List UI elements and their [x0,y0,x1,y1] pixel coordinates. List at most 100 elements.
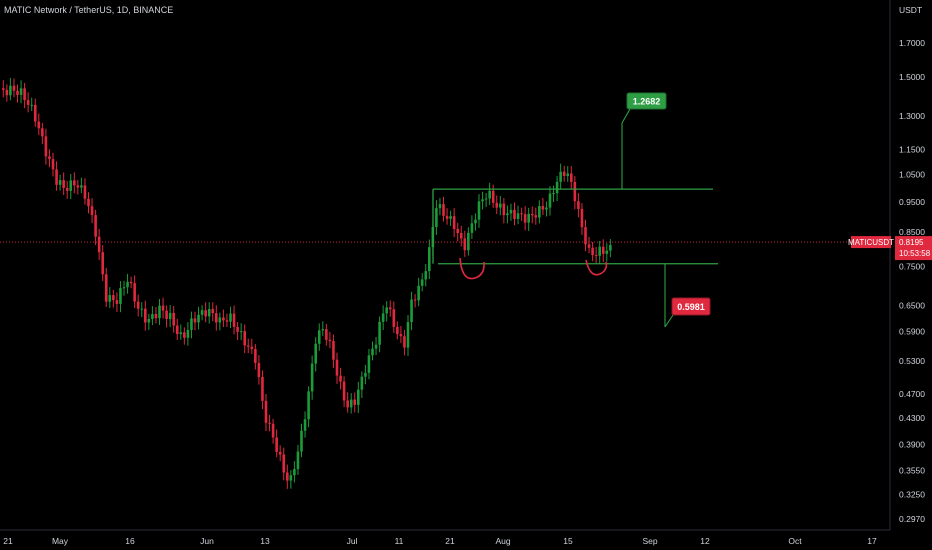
candle-down [403,336,406,348]
target-down-callout [671,297,711,316]
candle-down [51,159,55,170]
candle-down [584,227,587,245]
x-tick-label: Sep [642,536,657,546]
candle-down [530,213,534,216]
candle-down [332,341,335,360]
y-tick-label: 0.5900 [899,327,925,337]
x-tick-label: Oct [788,536,802,546]
target-up-value: 1.2682 [633,97,661,107]
candle-up [385,307,388,314]
target-down-value: 0.5981 [677,302,705,312]
x-tick-label: Jul [347,536,358,546]
candle-down [104,274,108,302]
candle-up [406,322,410,348]
candle-up [509,209,513,214]
candle-up [371,348,374,356]
x-tick-label: 16 [125,536,135,546]
candle-down [523,214,527,223]
candle-down [12,85,16,91]
candle-down [154,313,158,319]
candle-up [307,391,310,420]
last-price-tag [895,236,932,261]
candle-up [239,331,243,333]
candle-down [76,185,80,188]
y-tick-label: 1.1500 [899,145,925,155]
candle-down [225,320,229,322]
candle-up [566,173,570,176]
candle-down [520,213,523,215]
candle-up [559,171,562,182]
candle-down [271,423,275,438]
candle-down [48,156,51,160]
candle-up [126,281,129,288]
chart-title: MATIC Network / TetherUS, 1D, BINANCE [4,5,174,15]
candle-down [83,185,87,199]
candle-up [481,199,484,202]
candle-down [591,247,594,256]
candle-down [452,216,456,229]
candle-down [463,238,467,251]
candle-up [314,343,317,364]
candle-down [573,181,577,202]
bottom-arc-left [459,257,485,280]
candle-up [506,213,509,216]
candle-up [200,310,204,315]
candle-down [144,308,147,323]
y-tick-label: 0.9500 [899,197,925,207]
candle-up [516,213,520,220]
candle-down [165,310,168,320]
candle-down [459,233,463,239]
candle-up [108,295,112,302]
candle-up [499,203,502,208]
candle-up [488,190,491,199]
candle-down [243,331,246,346]
x-tick-label: Aug [495,536,510,546]
candle-up [467,232,470,251]
y-tick-label: 0.4300 [899,413,925,423]
y-axis-unit: USDT [899,5,922,15]
x-tick-label: 21 [445,536,455,546]
candle-down [175,325,179,335]
candle-down [580,208,584,228]
y-tick-label: 0.3250 [899,489,925,499]
candle-up [289,475,293,481]
candle-down [16,90,19,95]
candle-down [495,202,499,208]
candle-up [300,430,303,452]
candle-up [147,318,151,323]
candle-up [474,219,477,224]
candle-down [33,104,37,122]
candle-up [151,313,154,319]
y-tick-label: 0.5300 [899,356,925,366]
candle-up [470,223,474,233]
candle-up [410,299,413,323]
bottom-arc-right [585,259,608,276]
countdown-value: 10:53:58 [899,249,931,258]
candle-up [207,309,211,317]
candle-up [321,329,325,331]
candle-up [19,88,23,95]
candle-down [5,89,9,96]
candle-down [342,381,346,401]
candle-up [30,104,33,106]
candle-down [97,236,101,253]
candle-up [310,363,314,392]
candle-up [293,469,296,476]
candle-up [449,216,452,219]
candle-down [55,169,58,185]
candle-down [388,307,392,310]
candle-down [161,305,165,311]
candle-up [609,245,612,251]
candle-down [94,215,97,237]
candle-down [346,400,349,408]
y-tick-label: 0.3550 [899,465,925,475]
candle-up [417,285,420,301]
candle-up [218,317,222,323]
candle-up [357,389,360,405]
candle-down [399,334,403,337]
candle-up [598,246,601,256]
candle-down [445,215,449,219]
candle-down [601,246,605,254]
y-tick-label: 0.7500 [899,261,925,271]
